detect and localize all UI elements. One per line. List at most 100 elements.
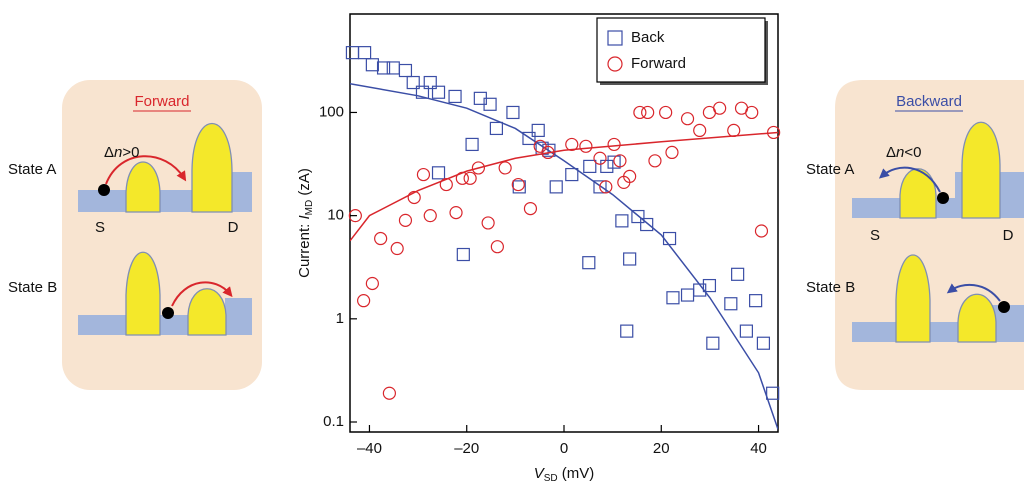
marker-square — [565, 167, 579, 182]
panel-bg — [835, 80, 1024, 390]
marker-circle — [607, 56, 623, 72]
marker-square — [631, 209, 645, 224]
marker-circle — [511, 177, 525, 192]
state-label: State A — [8, 161, 56, 178]
electron — [998, 301, 1010, 313]
marker-circle — [423, 209, 437, 223]
drain-label: D — [228, 219, 239, 236]
marker-circle — [449, 206, 463, 220]
marker-square — [423, 75, 437, 90]
marker-square — [376, 61, 391, 75]
legend-box — [596, 17, 766, 83]
marker-square — [531, 123, 545, 138]
panel-title: Forward — [134, 93, 189, 110]
legend-label: Forward — [631, 55, 686, 72]
marker-circle — [541, 145, 555, 160]
barrier — [895, 254, 931, 343]
marker-square — [415, 85, 430, 99]
marker-circle — [633, 105, 647, 120]
marker-circle — [498, 161, 512, 175]
marker-square — [680, 288, 695, 302]
marker-circle — [455, 171, 469, 185]
marker-circle — [365, 276, 379, 291]
marker-square — [465, 137, 479, 152]
marker-square — [593, 180, 607, 194]
marker-circle — [593, 151, 607, 165]
arrow — [105, 155, 187, 185]
marker-square — [489, 121, 503, 136]
marker-circle — [659, 105, 673, 120]
fit-line — [350, 131, 778, 242]
marker-square — [448, 89, 462, 104]
marker-square — [739, 324, 753, 338]
marker-circle — [374, 231, 388, 246]
barrier — [125, 251, 161, 336]
y-tick-label: 100 — [319, 103, 344, 120]
marker-circle — [745, 105, 759, 120]
legend-label: Back — [631, 29, 665, 46]
marker-square — [706, 336, 720, 350]
marker-circle — [382, 386, 396, 400]
y-tick-label: 10 — [327, 207, 344, 224]
marker-circle — [463, 171, 477, 185]
marker-square — [365, 58, 379, 72]
marker-square — [600, 159, 614, 174]
barrier — [125, 161, 161, 213]
marker-square — [693, 283, 707, 297]
marker-square — [483, 97, 497, 111]
marker-square — [640, 217, 654, 232]
x-tick-label: 0 — [560, 440, 568, 457]
marker-circle — [693, 123, 707, 138]
marker-square — [731, 267, 745, 281]
marker-circle — [439, 177, 453, 192]
marker-circle — [648, 154, 662, 168]
arrow — [946, 283, 1001, 302]
marker-circle — [713, 101, 727, 115]
x-tick-label: 40 — [750, 440, 767, 457]
marker-circle — [390, 241, 404, 256]
marker-square — [431, 85, 446, 99]
marker-circle — [680, 112, 695, 126]
marker-square — [607, 30, 623, 46]
x-tick-label: 20 — [653, 440, 670, 457]
barrier — [961, 121, 1001, 219]
marker-square — [357, 46, 372, 60]
marker-square — [756, 336, 771, 350]
marker-square — [623, 252, 637, 266]
marker-circle — [471, 161, 485, 175]
marker-square — [522, 131, 536, 146]
x-tick-label: –40 — [357, 440, 382, 457]
barrier — [899, 168, 937, 219]
electron — [162, 307, 174, 319]
arrow — [878, 166, 941, 193]
marker-circle — [398, 213, 413, 227]
marker-circle — [599, 180, 613, 194]
marker-circle — [357, 294, 371, 308]
marker-circle — [481, 216, 495, 230]
marker-circle — [754, 224, 769, 238]
barrier — [957, 293, 997, 343]
barrier — [191, 123, 233, 213]
marker-square — [607, 155, 621, 169]
electron — [98, 184, 110, 196]
marker-circle — [613, 154, 627, 168]
marker-square — [549, 180, 563, 194]
panel-title: Backward — [896, 93, 962, 110]
drain-label: D — [1003, 227, 1014, 244]
marker-circle — [607, 137, 621, 152]
marker-square — [666, 291, 680, 305]
marker-circle — [490, 240, 504, 254]
marker-square — [456, 247, 470, 262]
fit-line — [350, 82, 778, 430]
marker-circle — [416, 167, 431, 182]
marker-circle — [407, 190, 421, 205]
arrow — [171, 281, 233, 307]
source-label: S — [95, 219, 105, 236]
marker-square — [506, 105, 520, 120]
marker-square — [398, 63, 413, 78]
marker-circle — [348, 209, 362, 223]
y-tick-label: 0.1 — [323, 413, 344, 430]
marker-circle — [565, 137, 579, 152]
